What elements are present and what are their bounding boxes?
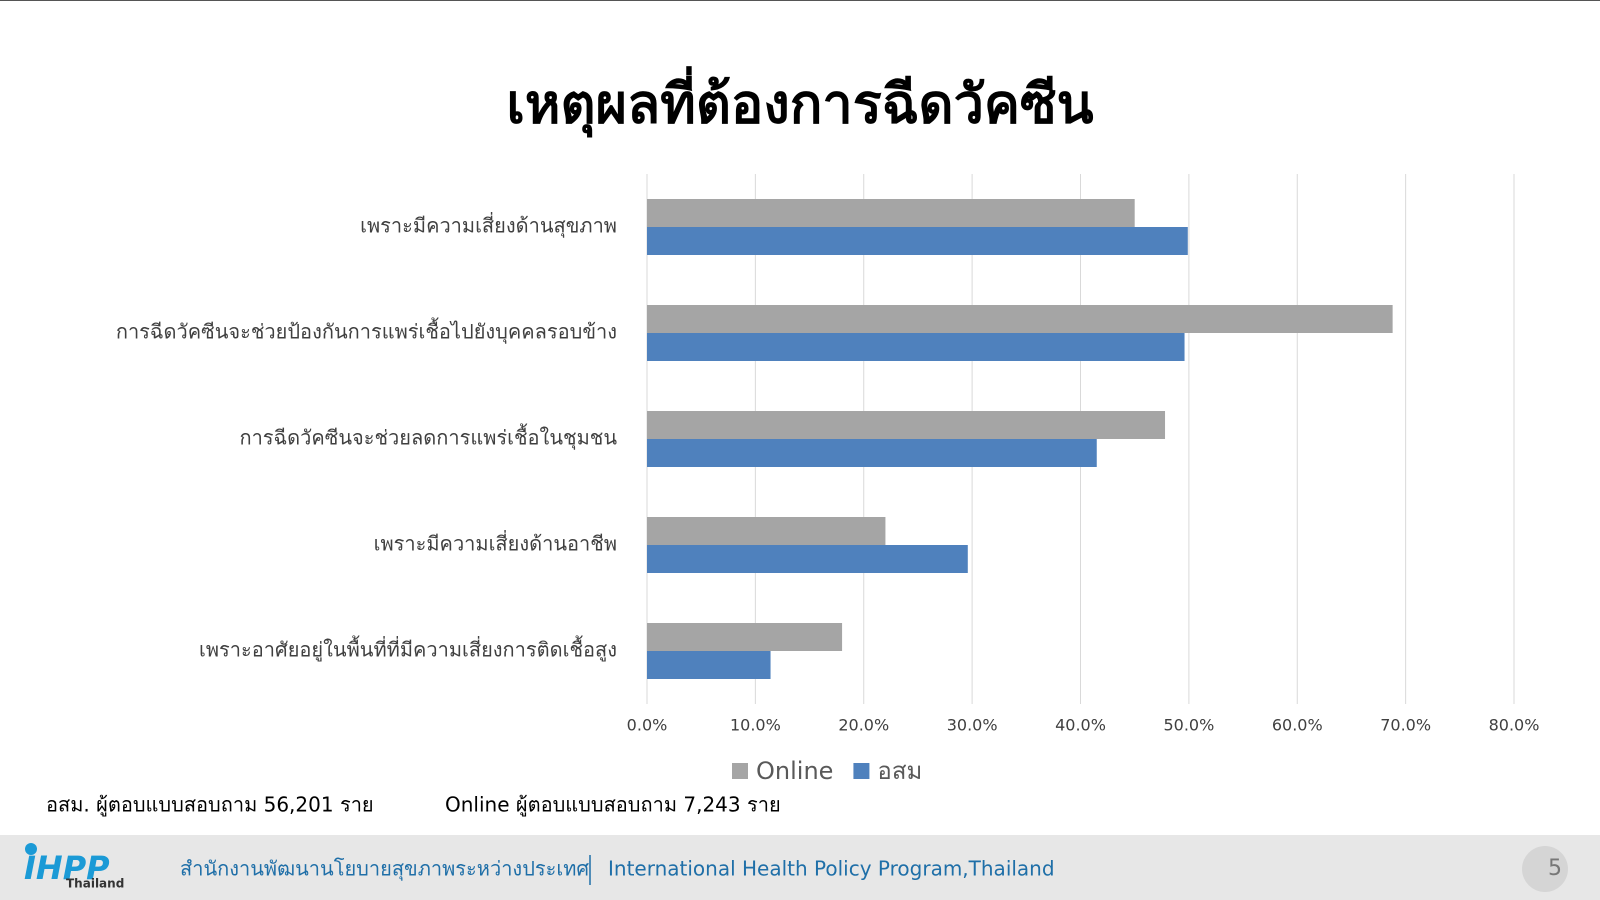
y-tick-label: เพราะมีความเสี่ยงด้านสุขภาพ: [360, 212, 617, 239]
bar: [647, 623, 843, 651]
y-tick-label: การฉีดวัคซีนจะช่วยป้องกันการแพร่เชื้อไปย…: [116, 318, 617, 345]
chart-title: เหตุผลที่ต้องการฉีดวัคซีน: [506, 66, 1093, 139]
bar: [647, 651, 771, 679]
legend-label: Online: [756, 757, 833, 785]
x-tick-label: 50.0%: [1163, 716, 1214, 735]
note: อสม. ผู้ตอบแบบสอบถาม 56,201 ราย: [46, 793, 374, 818]
logo: IHPP: [24, 849, 110, 887]
x-tick-label: 20.0%: [838, 716, 889, 735]
bar: [647, 227, 1188, 255]
x-tick-label: 0.0%: [627, 716, 668, 735]
bar: [647, 305, 1393, 333]
y-tick-label: เพราะอาศัยอยู่ในพื้นที่ที่มีความเสี่ยงกา…: [199, 636, 617, 663]
page-number: 5: [1548, 856, 1562, 881]
x-tick-label: 10.0%: [730, 716, 781, 735]
footer-band: [0, 835, 1600, 900]
bar: [647, 333, 1185, 361]
bar: [647, 199, 1135, 227]
x-tick-label: 40.0%: [1055, 716, 1106, 735]
logo-dot: [25, 843, 37, 855]
x-tick-label: 30.0%: [947, 716, 998, 735]
legend-label: อสม: [877, 757, 922, 785]
page-circle: [1522, 846, 1568, 892]
logo-sub: Thailand: [66, 877, 124, 891]
org-th: สำนักงานพัฒนานโยบายสุขภาพระหว่างประเทศ: [180, 857, 589, 882]
legend-swatch: [853, 763, 870, 779]
org-en: International Health Policy Program,Thai…: [608, 857, 1055, 881]
x-tick-label: 60.0%: [1272, 716, 1323, 735]
y-tick-label: เพราะมีความเสี่ยงด้านอาชีพ: [374, 530, 617, 556]
legend-swatch: [732, 763, 748, 779]
y-tick-label: การฉีดวัคซีนจะช่วยลดการแพร่เชื้อในชุมชน: [239, 424, 617, 451]
x-tick-label: 80.0%: [1489, 716, 1540, 735]
bar: [647, 517, 886, 545]
note: Online ผู้ตอบแบบสอบถาม 7,243 ราย: [445, 793, 781, 818]
bar: [647, 411, 1166, 439]
bar: [647, 545, 968, 573]
bar: [647, 439, 1097, 467]
x-tick-label: 70.0%: [1380, 716, 1431, 735]
